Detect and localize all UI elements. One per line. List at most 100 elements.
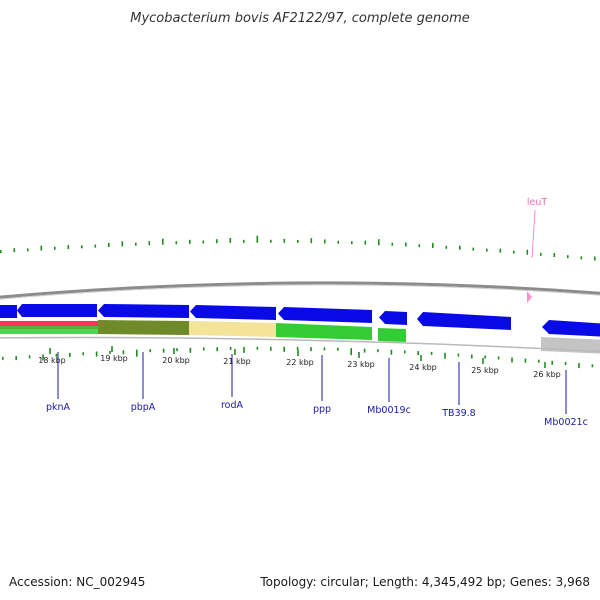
gc-tick bbox=[189, 239, 191, 244]
gc-tick bbox=[578, 363, 580, 369]
gc-tick bbox=[162, 238, 164, 245]
gc-tick bbox=[94, 244, 97, 248]
gc-tick bbox=[148, 241, 151, 246]
feature-segment-green bbox=[276, 323, 372, 340]
accession-text: Accession: NC_002945 bbox=[9, 575, 145, 589]
kbp-tick-label: 26 kbp bbox=[533, 370, 561, 379]
kbp-tick-label: 19 kbp bbox=[100, 354, 128, 363]
gc-tick bbox=[149, 349, 151, 353]
gene-label: Mb0019c bbox=[367, 405, 411, 416]
gc-tick bbox=[526, 249, 529, 255]
gene-arrow bbox=[379, 311, 407, 325]
gc-tick bbox=[229, 238, 232, 244]
gene-label: pknA bbox=[46, 402, 71, 413]
gc-tick bbox=[524, 358, 527, 363]
feature-segment-yellow bbox=[189, 321, 276, 337]
gene-label: rodA bbox=[221, 400, 244, 411]
kbp-tick-label: 24 kbp bbox=[409, 363, 437, 372]
gc-tick bbox=[0, 250, 2, 253]
gene-arrow bbox=[190, 305, 276, 320]
gc-tick bbox=[580, 256, 583, 260]
kbp-tick-label: 20 kbp bbox=[162, 356, 190, 365]
gc-tick bbox=[337, 240, 340, 244]
gc-tick bbox=[486, 248, 488, 252]
gene-label: Mb0021c bbox=[544, 417, 588, 428]
gc-tick bbox=[216, 239, 218, 244]
gc-tick bbox=[122, 350, 125, 355]
gc-tick bbox=[390, 349, 393, 355]
gc-content-ticks-inner bbox=[2, 346, 594, 369]
gc-tick bbox=[432, 242, 434, 248]
kbp-tick-label: 18 kbp bbox=[38, 356, 66, 365]
gc-tick bbox=[511, 357, 513, 363]
inner-backbone bbox=[0, 336, 600, 353]
gc-tick bbox=[364, 240, 367, 245]
gc-tick bbox=[42, 354, 44, 361]
gc-tick bbox=[229, 346, 232, 350]
trna-leader-line bbox=[531, 209, 536, 259]
gc-tick bbox=[55, 353, 58, 357]
gc-tick bbox=[417, 351, 419, 356]
gc-tick bbox=[256, 235, 259, 243]
gc-tick bbox=[472, 247, 475, 251]
feature-segment-olive bbox=[98, 320, 189, 335]
gc-tick bbox=[351, 241, 353, 245]
gc-tick bbox=[391, 242, 394, 246]
gc-tick bbox=[136, 349, 138, 357]
gc-tick bbox=[135, 242, 137, 246]
gc-tick bbox=[40, 245, 43, 251]
gc-tick bbox=[28, 355, 31, 359]
gc-tick bbox=[283, 238, 286, 243]
trna-marker bbox=[527, 291, 532, 303]
gc-content-ticks-outer bbox=[0, 235, 596, 261]
gc-tick bbox=[296, 346, 299, 350]
gc-tick bbox=[202, 240, 205, 244]
gc-tick bbox=[27, 248, 29, 252]
gc-tick bbox=[323, 347, 326, 351]
gc-tick bbox=[418, 244, 421, 248]
gc-tick bbox=[337, 347, 339, 351]
gc-tick bbox=[324, 239, 326, 244]
gc-tick bbox=[540, 252, 542, 256]
gc-tick bbox=[216, 347, 218, 352]
feature-segment-green-left bbox=[0, 326, 98, 334]
kbp-tick-label: 22 kbp bbox=[286, 358, 314, 367]
gc-tick bbox=[243, 239, 245, 243]
gc-tick bbox=[108, 242, 110, 247]
gene-arrows bbox=[0, 304, 600, 337]
gc-tick bbox=[203, 347, 205, 351]
gc-tick bbox=[297, 239, 299, 243]
gc-tick bbox=[377, 349, 379, 353]
gc-tick bbox=[551, 360, 553, 365]
genome-backbone bbox=[0, 281, 600, 299]
kbp-tick-label: 21 kbp bbox=[223, 357, 251, 366]
gc-tick bbox=[189, 347, 192, 353]
gc-tick bbox=[591, 364, 594, 368]
gc-tick bbox=[82, 352, 84, 356]
gene-arrow bbox=[278, 307, 372, 323]
gc-tick bbox=[310, 238, 313, 244]
gc-tick bbox=[457, 353, 460, 357]
gc-tick bbox=[69, 352, 71, 357]
gc-tick bbox=[175, 241, 178, 245]
gc-tick bbox=[67, 245, 70, 250]
feature-segment-green-small bbox=[378, 328, 406, 342]
gene-arrow bbox=[0, 305, 17, 318]
gc-tick bbox=[499, 248, 502, 253]
kbp-tick-label: 23 kbp bbox=[347, 360, 375, 369]
gc-tick bbox=[54, 246, 56, 250]
gc-tick bbox=[471, 354, 473, 359]
map-title: Mycobacterium bovis AF2122/97, complete … bbox=[130, 11, 469, 26]
gc-tick bbox=[109, 350, 111, 354]
gene-arrow bbox=[542, 320, 600, 337]
topology-text: Topology: circular; Length: 4,345,492 bp… bbox=[259, 575, 590, 589]
gc-tick bbox=[445, 245, 448, 249]
gc-tick bbox=[538, 359, 540, 363]
feature-band bbox=[0, 320, 600, 354]
gc-tick bbox=[176, 348, 178, 352]
gene-labels: pknA pbpA rodA ppp Mb0019c TB39.8 Mb0021c bbox=[46, 352, 588, 428]
gc-tick bbox=[378, 239, 380, 246]
gc-tick bbox=[310, 347, 312, 352]
gene-arrow bbox=[417, 312, 511, 330]
gene-label: pbpA bbox=[131, 402, 156, 413]
